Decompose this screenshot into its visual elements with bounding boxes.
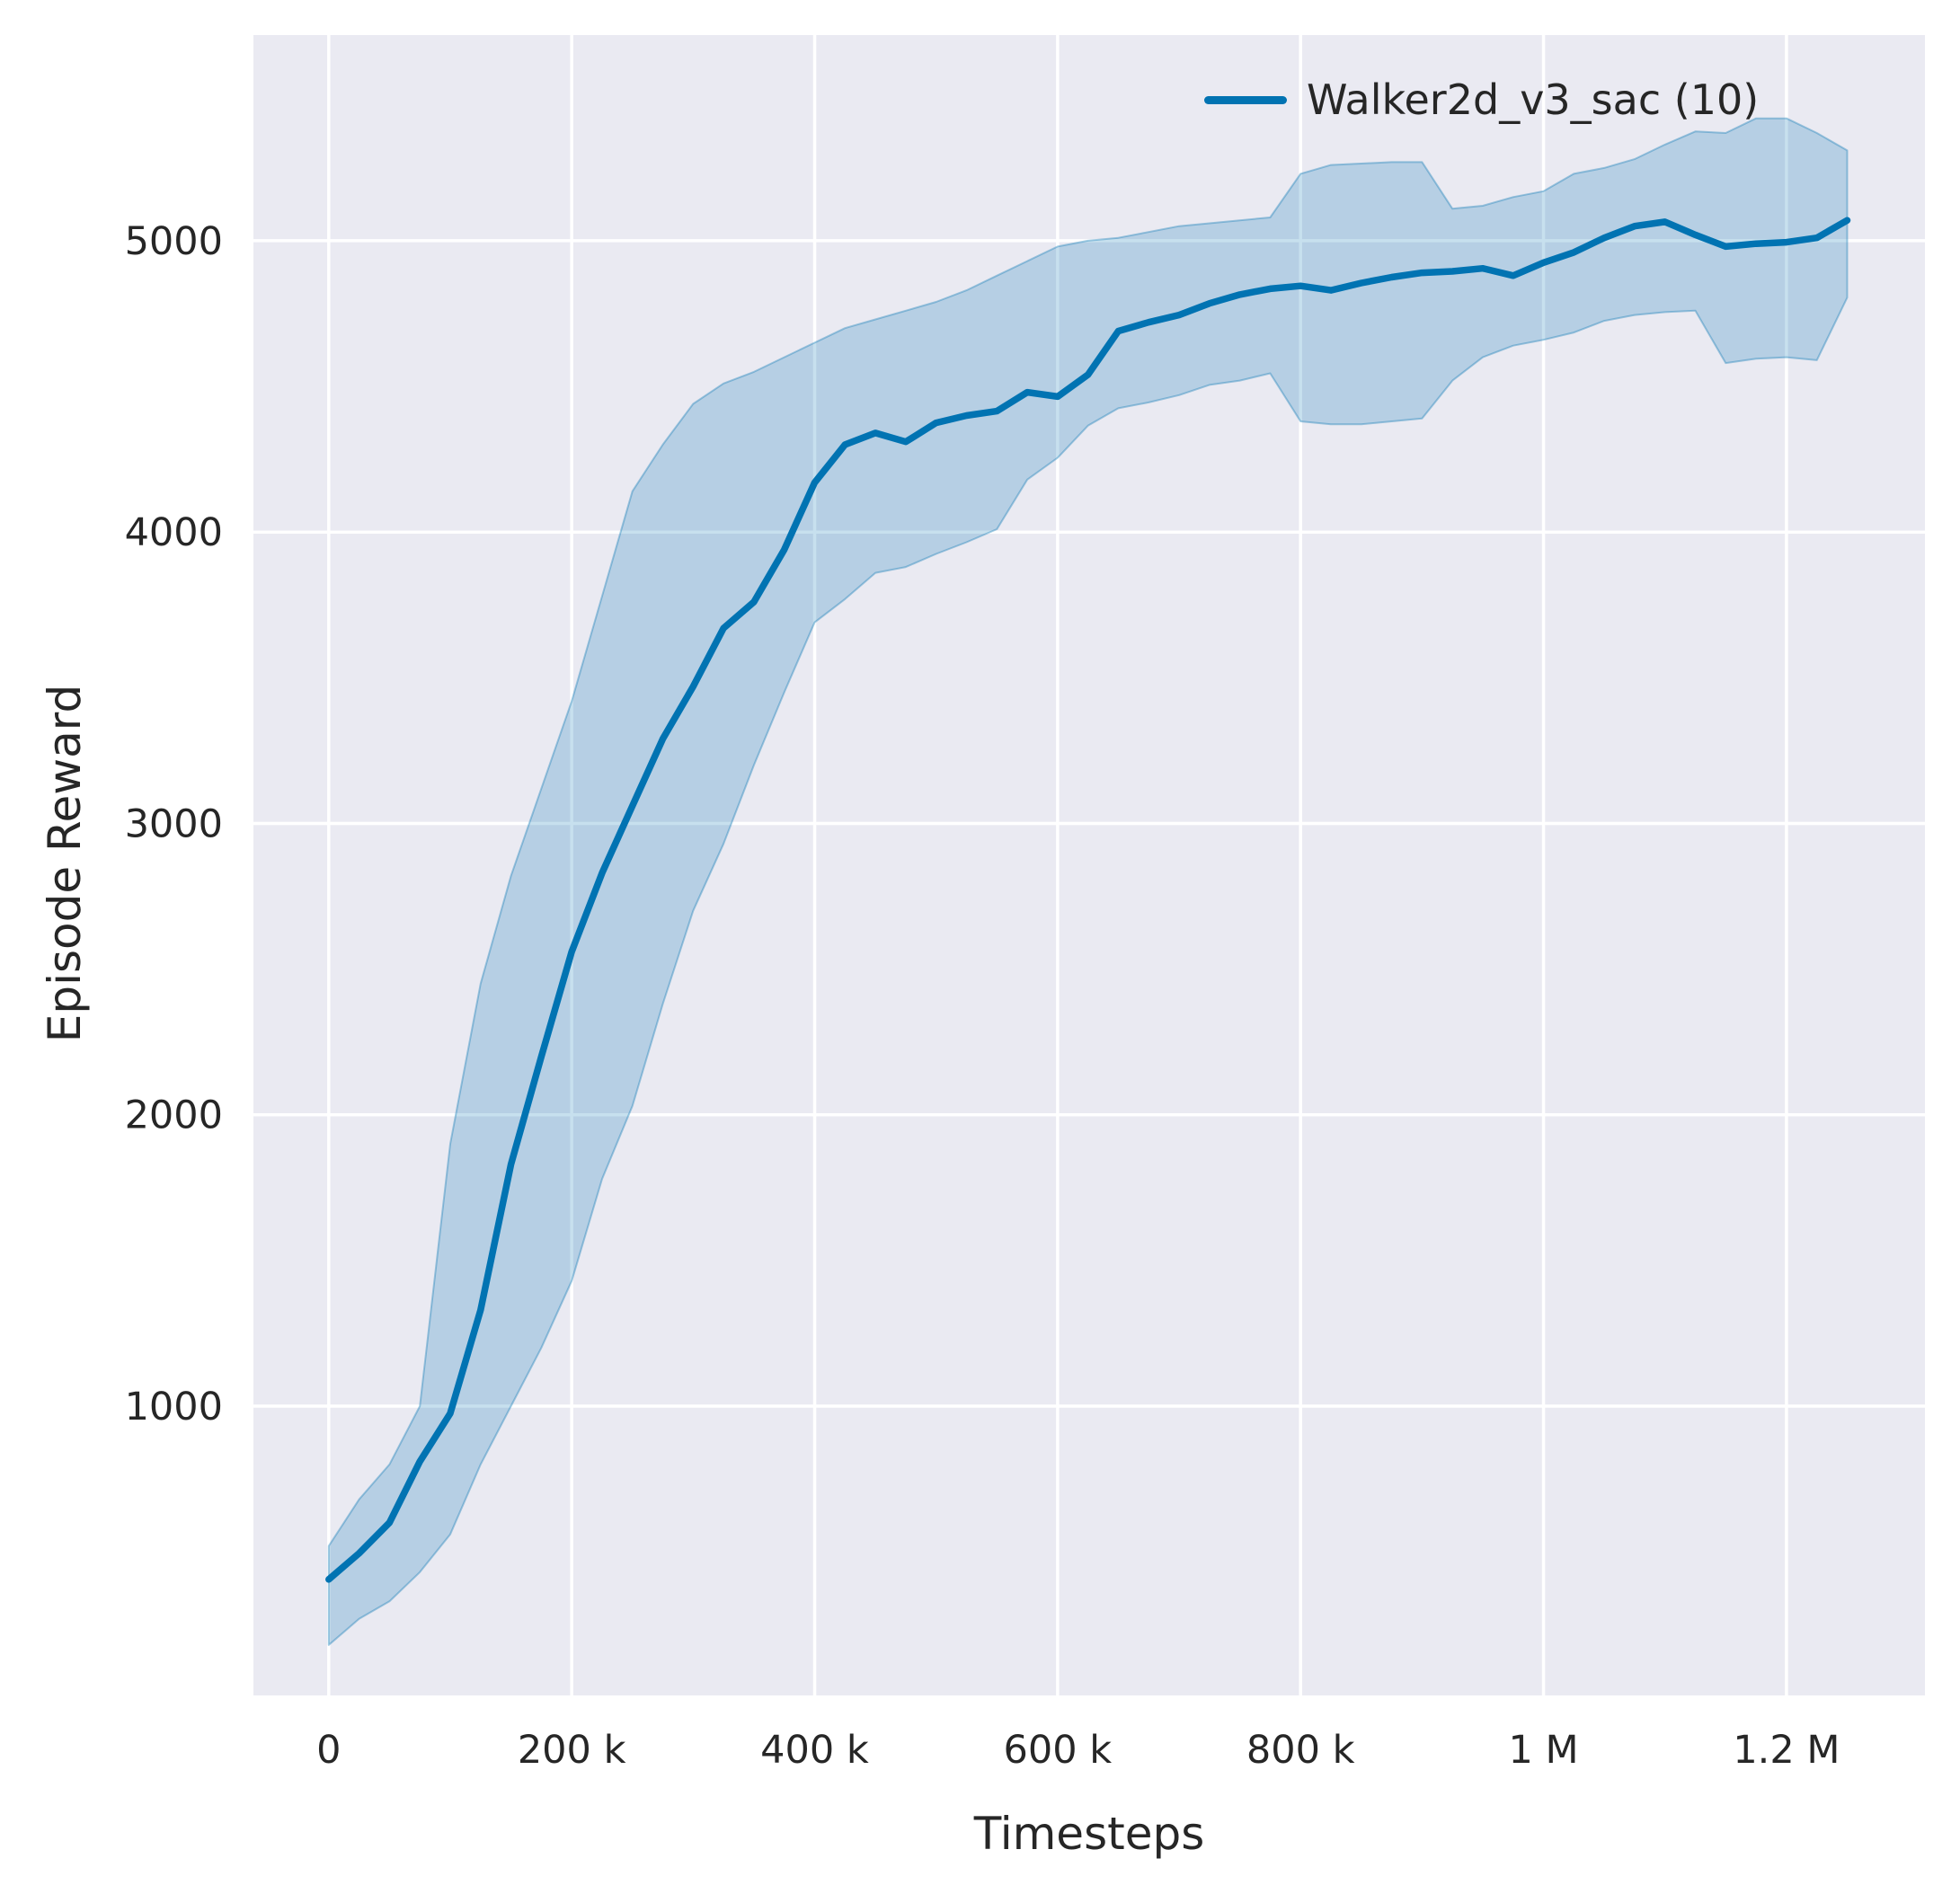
- x-tick-label: 1.2 M: [1733, 1728, 1840, 1773]
- x-tick-label: 0: [316, 1728, 341, 1773]
- confidence-band: [327, 117, 1849, 1646]
- y-tick-label: 4000: [125, 510, 223, 555]
- x-tick-label: 1 M: [1508, 1728, 1578, 1773]
- y-tick-label: 5000: [125, 219, 223, 264]
- y-axis-title: Episode Reward: [39, 684, 91, 1043]
- legend: Walker2d_v3_sac (10): [1204, 75, 1759, 124]
- x-tick-label: 200 k: [518, 1728, 626, 1773]
- y-tick-label: 3000: [125, 801, 223, 846]
- x-axis-title: Timesteps: [973, 1808, 1205, 1860]
- x-tick-label: 400 k: [760, 1728, 869, 1773]
- legend-label: Walker2d_v3_sac (10): [1307, 75, 1760, 124]
- plot-background: [253, 35, 1925, 1695]
- mean-line: [325, 217, 1851, 1583]
- legend-line-sample: [1204, 95, 1287, 104]
- x-tick-label: 800 k: [1246, 1728, 1355, 1773]
- x-tick-label: 600 k: [1004, 1728, 1113, 1773]
- y-tick-label: 2000: [125, 1093, 223, 1138]
- y-tick-label: 1000: [125, 1385, 223, 1429]
